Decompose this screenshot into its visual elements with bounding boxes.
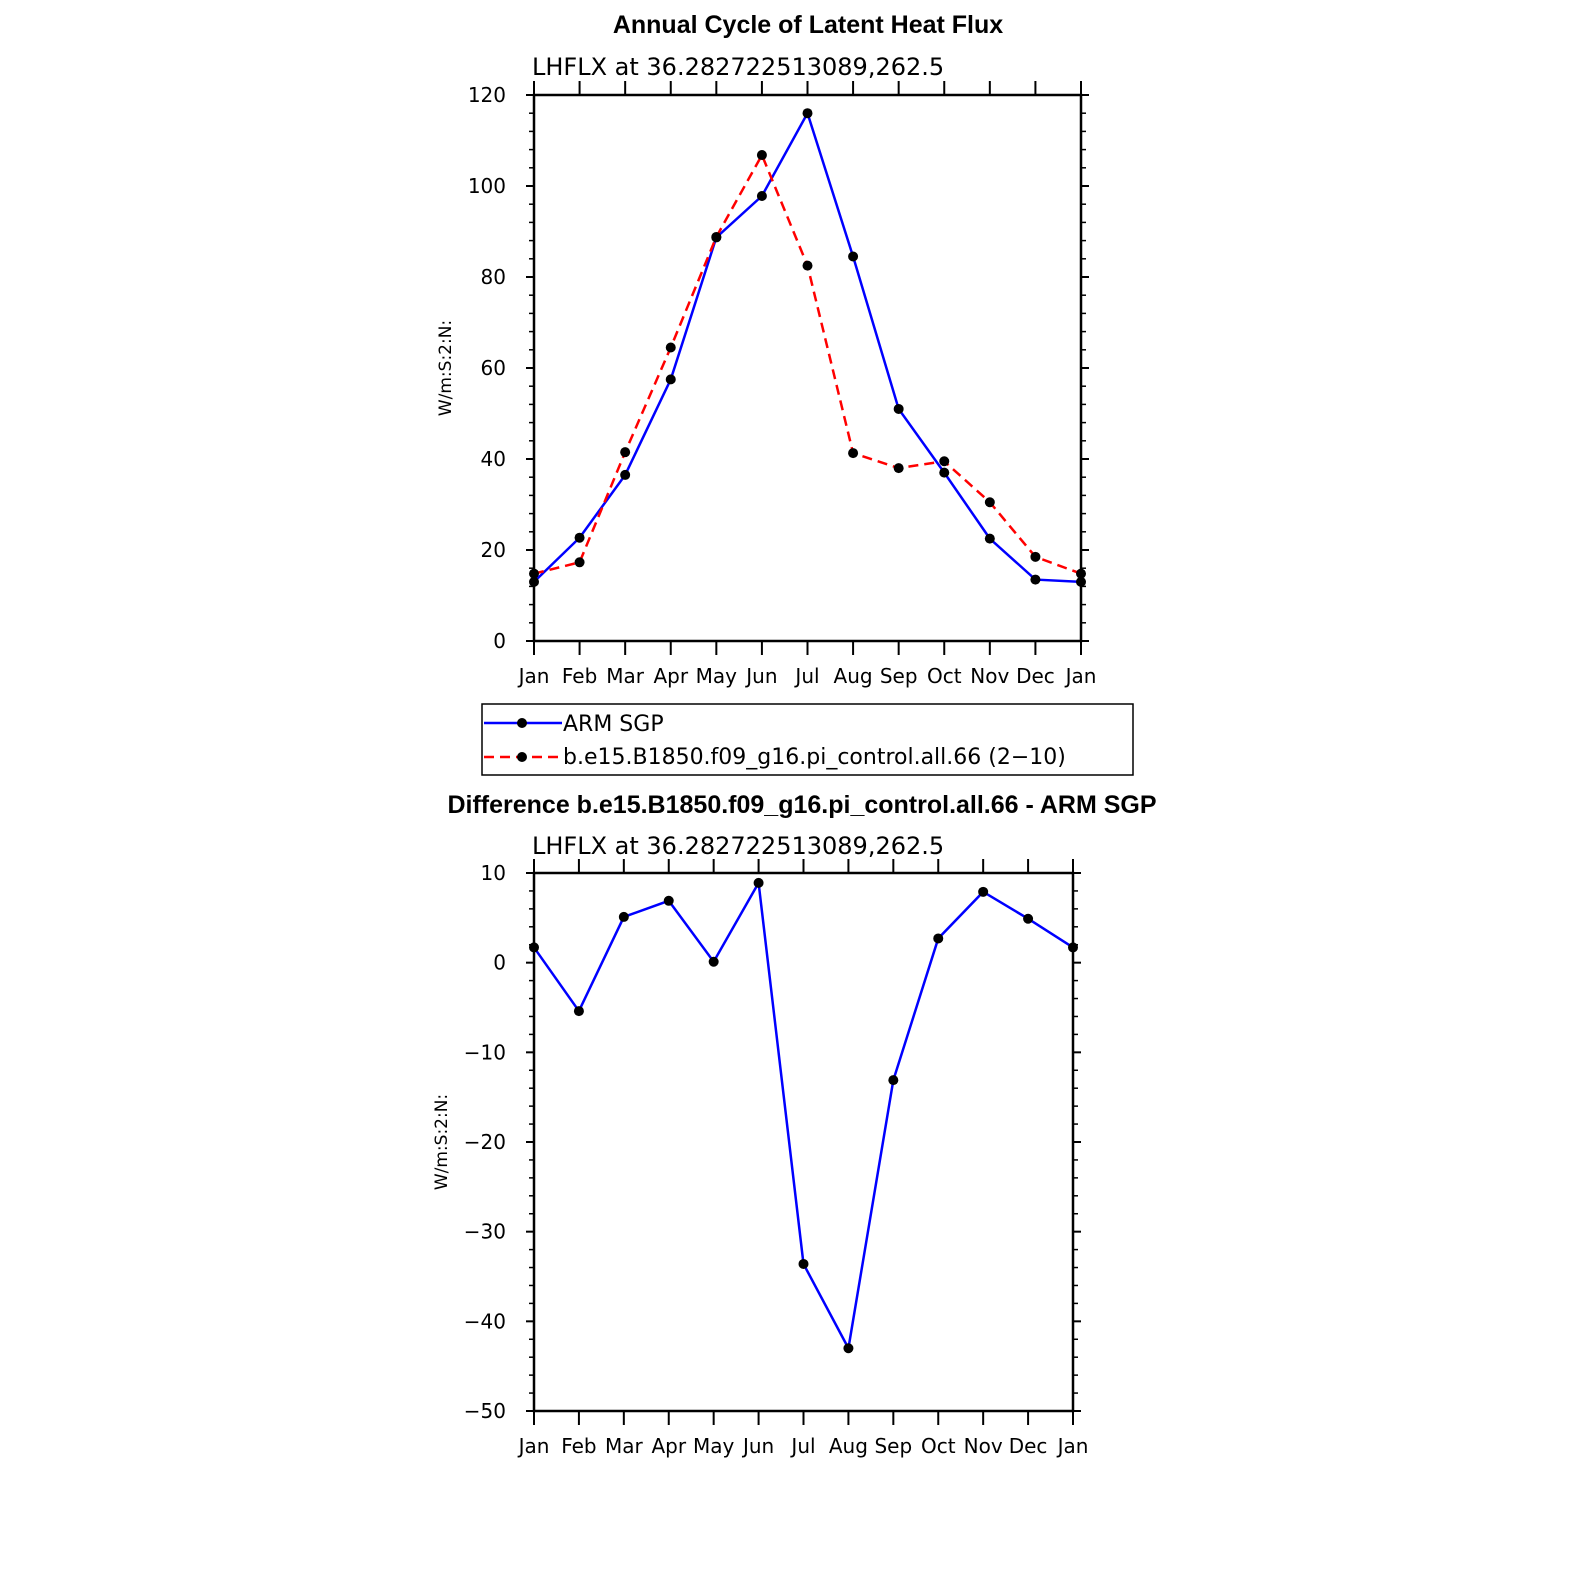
panel1-data-point-series-2 <box>802 260 813 271</box>
panel1-data-point-series-2 <box>984 497 995 508</box>
panel1-y-tick-label: 60 <box>481 356 506 380</box>
panel1-x-tick-label: Dec <box>1016 664 1055 688</box>
panel1-x-tick-label: Sep <box>880 664 918 688</box>
panel1-y-tick-label: 0 <box>493 629 506 653</box>
panel2-data-point-series-1 <box>618 911 629 922</box>
panel2-x-tick-label: Nov <box>964 1434 1003 1458</box>
panel1-y-axis-label: W/m:S:2:N: <box>436 320 456 416</box>
panel2-x-tick-label: Sep <box>874 1434 912 1458</box>
panel1-x-tick-label: Jun <box>744 664 777 688</box>
panel1-x-tick-label: Jan <box>517 664 550 688</box>
panel1-data-point-series-1 <box>848 251 859 262</box>
panel1-x-tick-label: Aug <box>834 664 873 688</box>
panel1-data-point-series-1 <box>665 374 676 385</box>
panel2-data-point-series-1 <box>1068 942 1078 953</box>
panel2-data-point-series-1 <box>753 877 764 888</box>
panel2-data-point-series-1 <box>573 1006 584 1017</box>
panel2-frame <box>532 871 1075 1413</box>
panel2-x-tick-label: Jun <box>741 1434 774 1458</box>
legend-label-series-1: ARM SGP <box>563 712 664 737</box>
panel2-x-tick-label: Jul <box>789 1434 815 1458</box>
panel1-data-point-series-2 <box>893 463 904 474</box>
panel1-data-point-series-1 <box>1030 574 1041 585</box>
legend-label-series-2: b.e15.B1850.f09_g16.pi_control.all.66 (2… <box>563 745 1066 770</box>
panel2-data-point-series-1 <box>933 933 944 944</box>
panel2-y-tick-label: −20 <box>464 1130 506 1154</box>
panel1-data-point-series-1 <box>756 191 767 202</box>
panel1-y-tick-label: 20 <box>481 538 506 562</box>
panel2-y-tick-label: −50 <box>464 1399 506 1423</box>
panel1-data-point-series-2 <box>529 568 539 579</box>
panel2-y-axis-label: W/m:S:2:N: <box>432 1094 452 1190</box>
panel2-data-point-series-1 <box>663 895 674 906</box>
panel1-data-point-series-1 <box>802 108 813 119</box>
panel1-data-point-series-2 <box>1030 551 1041 562</box>
panel2-subtitle: LHFLX at 36.282722513089,262.5 <box>532 832 944 860</box>
panel1-data-point-series-2 <box>756 150 767 161</box>
panel1-data-point-series-2 <box>620 447 631 458</box>
panel2-title: Difference b.e15.B1850.f09_g16.pi_contro… <box>447 791 1156 819</box>
panel2-y-tick-label: −40 <box>464 1309 506 1333</box>
panel1-data-point-series-2 <box>574 557 585 568</box>
panel1-x-tick-label: Feb <box>562 664 597 688</box>
panel2-x-tick-label: May <box>693 1434 735 1458</box>
panel1-x-tick-label: Jul <box>793 664 819 688</box>
panel2-data-point-series-1 <box>888 1075 899 1086</box>
panel2-data-point-series-1 <box>798 1258 809 1269</box>
panel1-x-tick-label: Oct <box>927 664 962 688</box>
panel1-data-point-series-1 <box>620 469 631 480</box>
panel2-series-line-1 <box>532 878 1074 1353</box>
panel2-y-tick-label: −30 <box>464 1220 506 1244</box>
panel1-series-line-1 <box>533 110 1082 584</box>
panel2-x-tick-label: Mar <box>605 1434 644 1458</box>
panel2-data-point-series-1 <box>978 886 989 897</box>
panel1-series-line-2 <box>533 152 1082 575</box>
panel1-x-tick-label: May <box>696 664 738 688</box>
panel2-x-tick-label: Jan <box>517 1434 550 1458</box>
panel1-data-point-series-2 <box>939 456 950 467</box>
panel1-data-point-series-2 <box>1076 568 1086 579</box>
panel1-data-point-series-2 <box>665 342 676 353</box>
panel2-y-tick-label: 10 <box>481 861 506 885</box>
panel1-title: Annual Cycle of Latent Heat Flux <box>613 11 1003 39</box>
panel1-data-point-series-1 <box>574 532 585 543</box>
panel2-x-tick-label: Apr <box>651 1434 686 1458</box>
panel1-x-tick-label: Nov <box>970 664 1009 688</box>
panel1-plot: 0 20 40 60 80 100 120 Jan Feb Mar Apr May Jun Jul Aug S… <box>468 81 1097 688</box>
panel2-x-tick-label: Oct <box>921 1434 956 1458</box>
panel1-data-point-series-1 <box>984 533 995 544</box>
panel1-data-point-series-1 <box>529 576 539 587</box>
panel2-data-point-series-1 <box>529 942 539 953</box>
panel1-frame <box>532 93 1083 643</box>
panel1-y-tick-label: 40 <box>481 447 506 471</box>
panel2-x-tick-label: Aug <box>829 1434 868 1458</box>
panel2-x-tick-label: Dec <box>1009 1434 1048 1458</box>
legend-marker-series-1 <box>517 718 527 728</box>
panel2-data-point-series-1 <box>708 956 719 967</box>
panel1-data-point-series-1 <box>893 403 904 414</box>
panel2-y-tick-label: 0 <box>493 951 506 975</box>
panel1-data-point-series-2 <box>848 448 859 459</box>
panel1-y-tick-label: 100 <box>468 174 506 198</box>
panel1-data-point-series-1 <box>1076 576 1086 587</box>
panel1-data-point-series-2 <box>711 231 722 242</box>
panel1-data-point-series-1 <box>939 467 950 478</box>
panel2-plot: −50 −40 −30 −20 −10 0 10 Jan Feb Mar Apr May Jun Jul A… <box>464 859 1089 1458</box>
panel1-y-tick-label: 80 <box>481 265 506 289</box>
panel2-x-tick-label: Feb <box>561 1434 596 1458</box>
panel1-subtitle: LHFLX at 36.282722513089,262.5 <box>532 53 944 81</box>
legend-box <box>481 703 1134 776</box>
panel1-x-tick-label: Mar <box>606 664 645 688</box>
panel2-x-tick-label: Jan <box>1056 1434 1089 1458</box>
panel1-x-tick-label: Jan <box>1064 664 1097 688</box>
panel2-data-point-series-1 <box>1023 913 1034 924</box>
legend-marker-series-2 <box>517 752 527 762</box>
legend: ARM SGP b.e15.B1850.f09_g16.pi_control.a… <box>481 703 1134 776</box>
panel2-y-tick-label: −10 <box>464 1040 506 1064</box>
panel1-y-tick-label: 120 <box>468 83 506 107</box>
panel2-data-point-series-1 <box>843 1343 854 1354</box>
panel1-x-tick-label: Apr <box>653 664 688 688</box>
